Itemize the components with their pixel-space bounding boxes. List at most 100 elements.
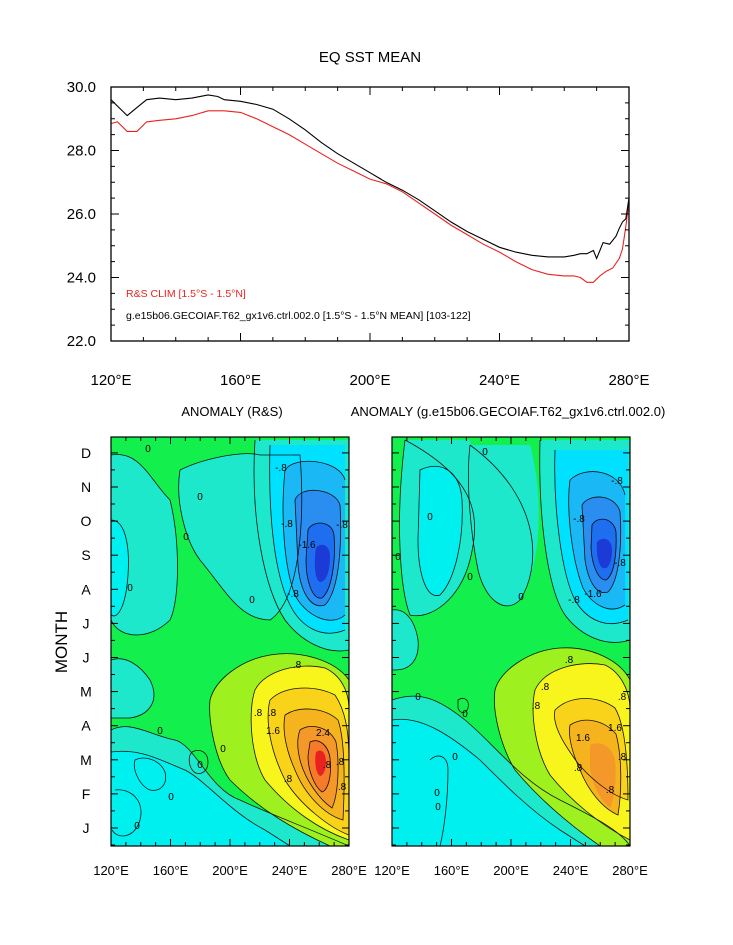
contour-label: .8 — [336, 757, 345, 768]
contour-label: .8 — [606, 785, 615, 796]
contour-label: -.8 — [573, 514, 585, 525]
contour-label: 1.6 — [608, 723, 622, 734]
y-tick-label: 28.0 — [67, 143, 96, 160]
contour-label: -.8 — [281, 519, 293, 530]
contour-label: 0 — [197, 760, 203, 771]
contour-label: 0 — [197, 492, 203, 503]
x-tick-label: 240°E — [272, 863, 308, 878]
x-tick-label: 280°E — [331, 863, 367, 878]
x-tick-label: 160°E — [434, 863, 470, 878]
line-chart-frame — [110, 86, 630, 342]
anomaly-model-contour-field: 0000000000.8.81.61.6.8-.8-.8-1.6-.8-.8.8… — [392, 437, 630, 846]
x-tick-label: 120°E — [374, 863, 410, 878]
x-tick-label: 240°E — [553, 863, 589, 878]
contour-label: 1.6 — [576, 733, 590, 744]
x-tick-label: 120°E — [90, 372, 131, 389]
contour-label: 0 — [467, 572, 473, 583]
contour-label: 0 — [183, 532, 189, 543]
x-tick-label: 160°E — [220, 372, 261, 389]
month-tick-label: M — [80, 752, 92, 768]
contour-label: 0 — [168, 792, 174, 803]
x-tick-label: 200°E — [212, 863, 248, 878]
anomaly-rs-panel: ANOMALY (R&S) — [80, 404, 367, 878]
y-tick-label: 30.0 — [67, 79, 96, 96]
month-tick-label: O — [81, 513, 92, 529]
x-tick-label: 160°E — [153, 863, 189, 878]
month-tick-label: J — [83, 650, 90, 666]
contour-label: -.8 — [614, 558, 626, 569]
y-tick-label: 24.0 — [67, 270, 96, 287]
x-tick-label: 120°E — [93, 863, 129, 878]
contour-label: 0 — [427, 512, 433, 523]
contour-label: .8 — [574, 763, 583, 774]
contour-label: .8 — [268, 708, 277, 719]
contour-label: .8 — [254, 708, 263, 719]
contour-label: -1.6 — [298, 540, 316, 551]
contour-label: -.8 — [275, 463, 287, 474]
contour-label: 0 — [157, 726, 163, 737]
contour-label: .8 — [284, 774, 293, 785]
x-tick-label: 200°E — [493, 863, 529, 878]
contour-label: -.8 — [568, 595, 580, 606]
anomaly-model-title: ANOMALY (g.e15b06.GECOIAF.T62_gx1v6.ctrl… — [351, 404, 666, 419]
anomaly-rs-title: ANOMALY (R&S) — [181, 404, 282, 419]
line-series-0 — [110, 110, 630, 283]
contour-label: -.8 — [611, 476, 623, 487]
contour-label: 2.4 — [316, 728, 330, 739]
month-tick-label: S — [81, 547, 90, 563]
contour-label: 0 — [134, 821, 140, 832]
month-tick-label: A — [81, 718, 91, 734]
contour-label: .8 — [541, 682, 550, 693]
line-chart-ticks: 120°E 160°E 200°E 240°E 280°E 22.0 24.0 26.0 28.… — [67, 79, 650, 389]
contour-label: 0 — [415, 692, 421, 703]
y-tick-label: 26.0 — [67, 206, 96, 223]
sst-mean-line-chart: EQ SST MEAN 120°E 160°E 200°E 240°E 280°E 22.… — [67, 49, 650, 389]
month-tick-label: J — [83, 615, 90, 631]
x-tick-label: 240°E — [479, 372, 520, 389]
x-tick-label: 280°E — [608, 372, 649, 389]
contour-label: .8 — [565, 655, 574, 666]
contour-label: 0 — [434, 788, 440, 799]
month-tick-label: A — [81, 581, 91, 597]
contour-label: 0 — [127, 583, 133, 594]
line-series-group — [110, 94, 630, 283]
contour-label: 0 — [220, 744, 226, 755]
contour-label: .8 — [323, 760, 332, 771]
contour-label: .8 — [532, 701, 541, 712]
line-chart-legend: R&S CLIM [1.5°S - 1.5°N] g.e15b06.GECOIA… — [126, 288, 471, 322]
month-tick-label: M — [80, 684, 92, 700]
contour-label: 0 — [462, 709, 468, 720]
contour-label: .8 — [293, 660, 302, 671]
month-tick-label: D — [81, 445, 91, 461]
contour-label: 0 — [482, 447, 488, 458]
contour-label: -.8 — [336, 520, 348, 531]
contour-label: 0 — [249, 595, 255, 606]
month-tick-label: N — [81, 479, 91, 495]
anomaly-rs-ticks: 120°E 160°E 200°E 240°E 280°E J F M A M J J A S O N D — [80, 437, 367, 878]
line-series-1 — [110, 94, 630, 260]
x-tick-label: 280°E — [612, 863, 648, 878]
contour-label: 0 — [518, 592, 524, 603]
contour-label: 0 — [452, 752, 458, 763]
x-tick-label: 200°E — [349, 372, 390, 389]
legend-entry-model: g.e15b06.GECOIAF.T62_gx1v6.ctrl.002.0 [1… — [126, 310, 471, 322]
month-axis-label: MONTH — [52, 611, 71, 673]
month-tick-label: J — [83, 820, 90, 836]
y-tick-label: 22.0 — [67, 333, 96, 350]
contour-label: .8 — [618, 752, 627, 763]
contour-label: 1.6 — [266, 726, 280, 737]
contour-label: .8 — [618, 692, 627, 703]
legend-entry-rs-clim: R&S CLIM [1.5°S - 1.5°N] — [126, 288, 246, 300]
contour-label: 0 — [435, 802, 441, 813]
contour-label: .8 — [338, 782, 347, 793]
contour-label: 0 — [395, 552, 401, 563]
contour-label: 0 — [145, 444, 151, 455]
line-chart-title: EQ SST MEAN — [319, 49, 421, 66]
anomaly-model-ticks: 120°E 160°E 200°E 240°E 280°E — [374, 437, 648, 878]
contour-label: -.8 — [287, 589, 299, 600]
contour-label: -1.6 — [584, 589, 602, 600]
month-tick-label: F — [82, 786, 91, 802]
anomaly-model-panel: ANOMALY (g.e15b06.GECOIAF.T62_gx1v6.ctrl… — [351, 404, 666, 878]
